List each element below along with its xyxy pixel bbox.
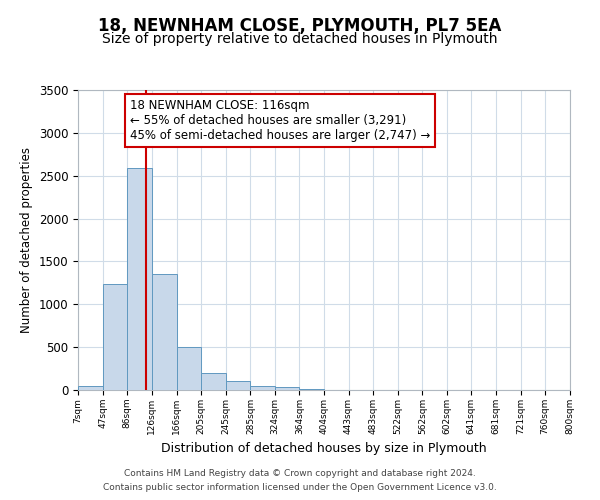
Bar xyxy=(250,386,275,390)
Text: Contains public sector information licensed under the Open Government Licence v3: Contains public sector information licen… xyxy=(103,484,497,492)
Bar xyxy=(226,380,250,390)
Bar xyxy=(201,373,226,390)
Bar xyxy=(103,284,127,390)
Text: 18 NEWNHAM CLOSE: 116sqm
← 55% of detached houses are smaller (3,291)
45% of sem: 18 NEWNHAM CLOSE: 116sqm ← 55% of detach… xyxy=(130,99,430,142)
Text: Contains HM Land Registry data © Crown copyright and database right 2024.: Contains HM Land Registry data © Crown c… xyxy=(124,468,476,477)
Bar xyxy=(127,168,152,390)
Text: Size of property relative to detached houses in Plymouth: Size of property relative to detached ho… xyxy=(102,32,498,46)
Y-axis label: Number of detached properties: Number of detached properties xyxy=(20,147,33,333)
Bar xyxy=(176,347,201,390)
Bar xyxy=(78,386,103,390)
Text: 18, NEWNHAM CLOSE, PLYMOUTH, PL7 5EA: 18, NEWNHAM CLOSE, PLYMOUTH, PL7 5EA xyxy=(98,18,502,36)
X-axis label: Distribution of detached houses by size in Plymouth: Distribution of detached houses by size … xyxy=(161,442,487,456)
Bar xyxy=(275,388,299,390)
Bar xyxy=(152,274,176,390)
Bar xyxy=(299,388,325,390)
